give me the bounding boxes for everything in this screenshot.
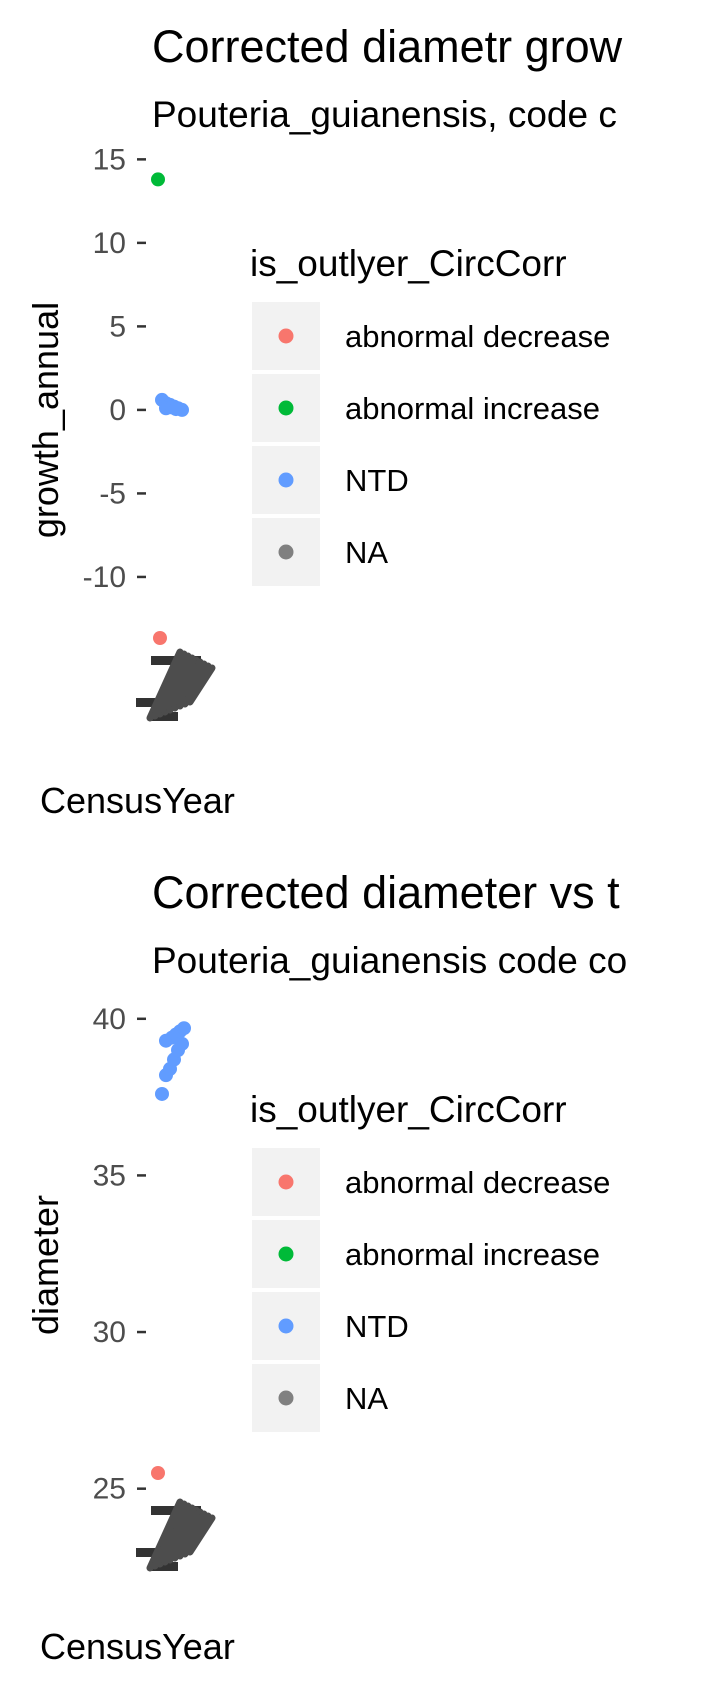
legend-label: NTD bbox=[345, 463, 409, 498]
x-tick-label-overlap bbox=[151, 1500, 188, 1570]
legend-key-point bbox=[278, 1246, 294, 1262]
legend-key-point bbox=[278, 1318, 294, 1334]
chart-1-legend: is_outlyer_CircCorr abnormal decrease abn… bbox=[250, 243, 610, 586]
x-tick-label-overlap bbox=[146, 648, 184, 722]
legend-key-point bbox=[278, 328, 294, 344]
data-point bbox=[151, 1466, 165, 1481]
y-tick-label: 40 bbox=[93, 1003, 126, 1036]
y-tick-label: 30 bbox=[93, 1316, 126, 1349]
legend-label: NA bbox=[345, 535, 388, 570]
x-tick-label-overlap bbox=[186, 664, 216, 706]
x-tick-label-overlap bbox=[161, 1504, 196, 1566]
legend-label: abnormal decrease bbox=[345, 319, 610, 354]
y-tick-label: 0 bbox=[109, 394, 126, 427]
x-tick-label-overlap bbox=[156, 1502, 192, 1568]
chart-1-subtitle: Pouteria_guianensis, code c bbox=[152, 94, 617, 135]
legend-key-point bbox=[278, 472, 294, 488]
x-tick-label-overlap bbox=[151, 650, 188, 720]
y-tick-label: -5 bbox=[99, 477, 126, 510]
legend-key-point bbox=[278, 544, 294, 560]
x-tick-label-overlap bbox=[150, 712, 178, 721]
legend-label: abnormal increase bbox=[345, 1237, 600, 1272]
data-point bbox=[177, 1021, 191, 1036]
x-tick-label-overlap bbox=[171, 1508, 204, 1562]
legend-key-point bbox=[278, 1174, 294, 1190]
x-tick-label-overlap bbox=[166, 656, 200, 714]
chart-1: Corrected diametr grow Pouteria_guianens… bbox=[25, 21, 623, 821]
data-point bbox=[151, 172, 165, 187]
chart-1-legend-title: is_outlyer_CircCorr bbox=[250, 243, 567, 284]
chart-1-y-axis-title: growth_annual bbox=[25, 302, 66, 538]
chart-2-y-axis-title: diameter bbox=[25, 1195, 66, 1335]
y-tick-label: 35 bbox=[93, 1159, 126, 1192]
x-tick-label-overlap bbox=[146, 1498, 184, 1572]
legend-label: abnormal decrease bbox=[345, 1165, 610, 1200]
chart-2-legend: is_outlyer_CircCorr abnormal decrease abn… bbox=[250, 1089, 610, 1432]
y-tick-label: -10 bbox=[83, 561, 126, 594]
chart-1-x-axis-title: CensusYear bbox=[40, 780, 235, 821]
chart-2-subtitle: Pouteria_guianensis code co bbox=[152, 940, 627, 981]
x-tick-label-overlap bbox=[156, 652, 192, 718]
data-point bbox=[169, 402, 183, 417]
x-tick-label-overlap bbox=[161, 654, 196, 716]
chart-2-legend-title: is_outlyer_CircCorr bbox=[250, 1089, 567, 1130]
legend-key-point bbox=[278, 400, 294, 416]
legend-label: abnormal increase bbox=[345, 391, 600, 426]
chart-2: Corrected diameter vs t Pouteria_guianen… bbox=[25, 867, 627, 1667]
chart-2-x-axis-title: CensusYear bbox=[40, 1626, 235, 1667]
y-tick-label: 25 bbox=[93, 1473, 126, 1506]
x-tick-label-overlap bbox=[150, 1562, 178, 1571]
y-tick-label: 10 bbox=[93, 227, 126, 260]
chart-1-points bbox=[151, 172, 189, 645]
chart-1-x-axis-labels bbox=[136, 648, 216, 722]
y-tick-label: 15 bbox=[93, 143, 126, 176]
x-tick-label-overlap bbox=[166, 1506, 200, 1564]
data-point bbox=[155, 1086, 169, 1101]
chart-2-title: Corrected diameter vs t bbox=[152, 867, 620, 918]
chart-1-title: Corrected diametr grow bbox=[152, 21, 623, 72]
legend-label: NA bbox=[345, 1381, 388, 1416]
chart-2-points bbox=[151, 1021, 191, 1481]
chart-1-y-axis: 15 10 5 0 -5 -10 bbox=[83, 143, 146, 594]
x-tick-label-overlap bbox=[186, 1514, 216, 1556]
legend-label: NTD bbox=[345, 1309, 409, 1344]
chart-2-y-axis: 40 35 30 25 bbox=[93, 1003, 146, 1506]
legend-key-point bbox=[278, 1390, 294, 1406]
x-tick-label-overlap bbox=[171, 658, 204, 712]
chart-2-x-axis-labels bbox=[136, 1498, 216, 1572]
data-point bbox=[153, 631, 167, 645]
y-tick-label: 5 bbox=[109, 310, 126, 343]
